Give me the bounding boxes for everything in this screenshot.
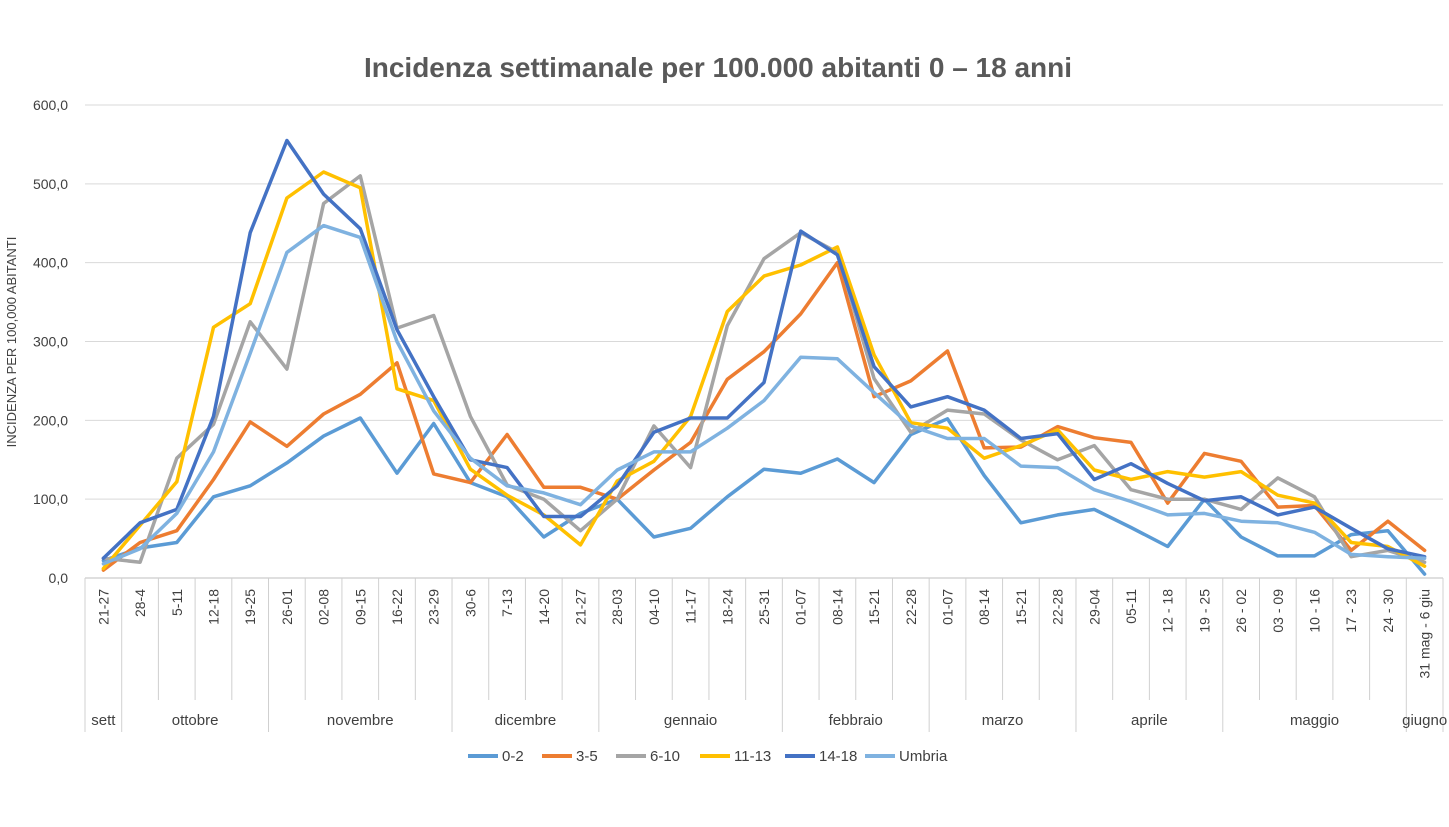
y-tick-label: 500,0 [33,176,68,192]
x-tick-label: 08-14 [976,589,992,625]
x-tick-label: 09-15 [352,589,368,625]
x-tick-label: 14-20 [536,589,552,625]
legend-label: 0-2 [502,748,524,765]
x-month-label: gennaio [664,712,717,729]
x-tick-label: 22-28 [1050,589,1066,625]
x-tick-label: 10 - 16 [1307,589,1323,633]
x-tick-label: 05-11 [1123,589,1139,624]
x-tick-label: 03 - 09 [1270,589,1286,633]
x-tick-label: 19-25 [242,589,258,625]
y-tick-label: 400,0 [33,255,68,271]
series-line [101,174,1427,564]
x-tick-label: 26 - 02 [1233,589,1249,633]
x-tick-label: 04-10 [646,589,662,625]
legend: 0-2 3-5 6-10 11-13 14-18 Umbria [468,748,948,765]
x-month-label: maggio [1290,712,1339,729]
x-month-label: sett [91,712,116,729]
series-line [101,223,1427,566]
y-tick-label: 100,0 [33,491,68,507]
x-month-label: ottobre [172,712,219,729]
x-month-label: giugno [1402,712,1447,729]
y-tick-label: 300,0 [33,334,68,350]
x-tick-label: 30-6 [462,589,478,617]
chart-title: Incidenza settimanale per 100.000 abitan… [364,52,1072,83]
series-line [101,170,1427,571]
x-tick-label: 28-03 [609,589,625,625]
x-tick-label: 19 - 25 [1196,589,1212,633]
x-axis: 21-27 28-4 5-11 12-18 19-25 26-01 02-08 09-15 16… [84,577,1447,732]
x-tick-label: 11-17 [683,589,699,624]
grid: 0,0 100,0 200,0 300,0 400,0 500,0 600,0 [33,97,1443,586]
y-tick-label: 0,0 [49,570,69,586]
x-tick-label: 24 - 30 [1380,589,1396,633]
x-tick-label: 21-27 [572,589,588,625]
x-month-label: novembre [327,712,394,729]
y-tick-label: 600,0 [33,97,68,113]
series-line [101,416,1427,576]
legend-label: 3-5 [576,748,598,765]
legend-label: 11-13 [734,748,771,765]
y-tick-label: 200,0 [33,412,68,428]
legend-label: 6-10 [650,748,680,765]
x-month-label: marzo [982,712,1024,729]
x-tick-label: 25-31 [756,589,772,625]
x-tick-label: 08-14 [829,589,845,625]
x-tick-label: 7-13 [499,589,515,617]
x-tick-label: 12-18 [205,589,221,625]
x-tick-label: 01-07 [793,589,809,625]
x-month-label: febbraio [829,712,883,729]
x-tick-label: 26-01 [279,589,295,625]
series-line [101,260,1427,572]
x-tick-label: 16-22 [389,589,405,625]
x-tick-label: 01-07 [940,589,956,625]
x-tick-label: 23-29 [426,589,442,625]
x-tick-label: 18-24 [719,589,735,625]
x-month-label: aprile [1131,712,1168,729]
x-tick-label: 15-21 [866,589,882,625]
x-tick-label: 12 - 18 [1160,589,1176,633]
x-tick-label: 5-11 [169,589,185,616]
series-lines [101,138,1427,576]
x-tick-label: 17 - 23 [1343,589,1359,633]
x-tick-label: 28-4 [132,589,148,617]
y-axis-label: INCIDENZA PER 100,000 ABITANTI [4,237,19,448]
legend-label: Umbria [899,748,948,765]
legend-label: 14-18 [819,748,857,765]
x-tick-label: 02-08 [316,589,332,625]
x-tick-label: 29-04 [1086,589,1102,625]
x-tick-label: 21-27 [95,589,111,625]
x-month-label: dicembre [495,712,557,729]
x-tick-label: 22-28 [903,589,919,625]
x-tick-label: 15-21 [1013,589,1029,625]
series-line [101,138,1427,561]
x-tick-label: 31 mag - 6 giu [1417,589,1433,679]
